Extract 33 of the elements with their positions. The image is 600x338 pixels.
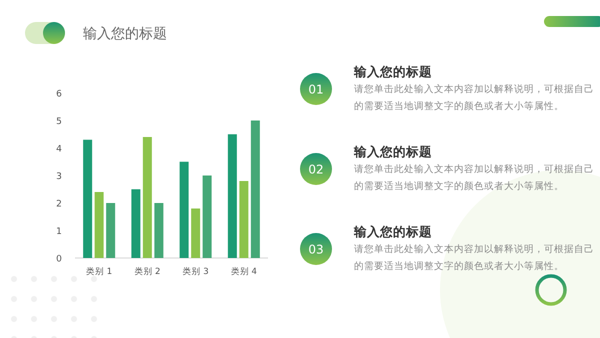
- y-tick-label: 5: [56, 117, 62, 127]
- bar: [154, 203, 164, 258]
- x-tick-label: 类别 4: [230, 266, 257, 277]
- text: 输入您的标题: [354, 64, 432, 81]
- y-tick-label: 6: [56, 90, 62, 100]
- bar: [180, 162, 189, 258]
- text: 02: [308, 162, 324, 176]
- bar: [106, 203, 116, 258]
- x-tick-label: 类别 3: [182, 266, 209, 277]
- y-tick-label: 2: [56, 200, 62, 210]
- bar: [83, 140, 92, 258]
- x-tick-label: 类别 2: [134, 266, 160, 277]
- y-tick-label: 1: [56, 227, 62, 237]
- bar: [131, 189, 140, 258]
- y-tick-label: 0: [56, 254, 62, 264]
- bar: [202, 176, 212, 258]
- bar: [142, 137, 152, 258]
- bar: [191, 208, 200, 258]
- text: 请您单击此处输入文本内容加以解释说明，可根据自己的需要适当地调整文字的颜色或者大小等属性。: [354, 83, 594, 114]
- text: 输入您的标题: [354, 144, 432, 161]
- bar: [239, 181, 248, 258]
- text: 输入您的标题: [354, 224, 432, 241]
- bar: [94, 192, 104, 258]
- chart-title: 输入您的标题: [83, 26, 167, 42]
- bar: [250, 120, 260, 258]
- text: 01: [308, 82, 324, 96]
- text: 请您单击此处输入文本内容加以解释说明，可根据自己的需要适当地调整文字的颜色或者大小等属性。: [354, 243, 594, 274]
- bar: [228, 134, 237, 258]
- x-tick-label: 类别 1: [86, 266, 112, 277]
- text: 03: [308, 242, 324, 256]
- y-tick-label: 4: [56, 144, 62, 154]
- text: 请您单击此处输入文本内容加以解释说明，可根据自己的需要适当地调整文字的颜色或者大小等属性。: [354, 163, 594, 194]
- y-tick-label: 3: [56, 172, 62, 182]
